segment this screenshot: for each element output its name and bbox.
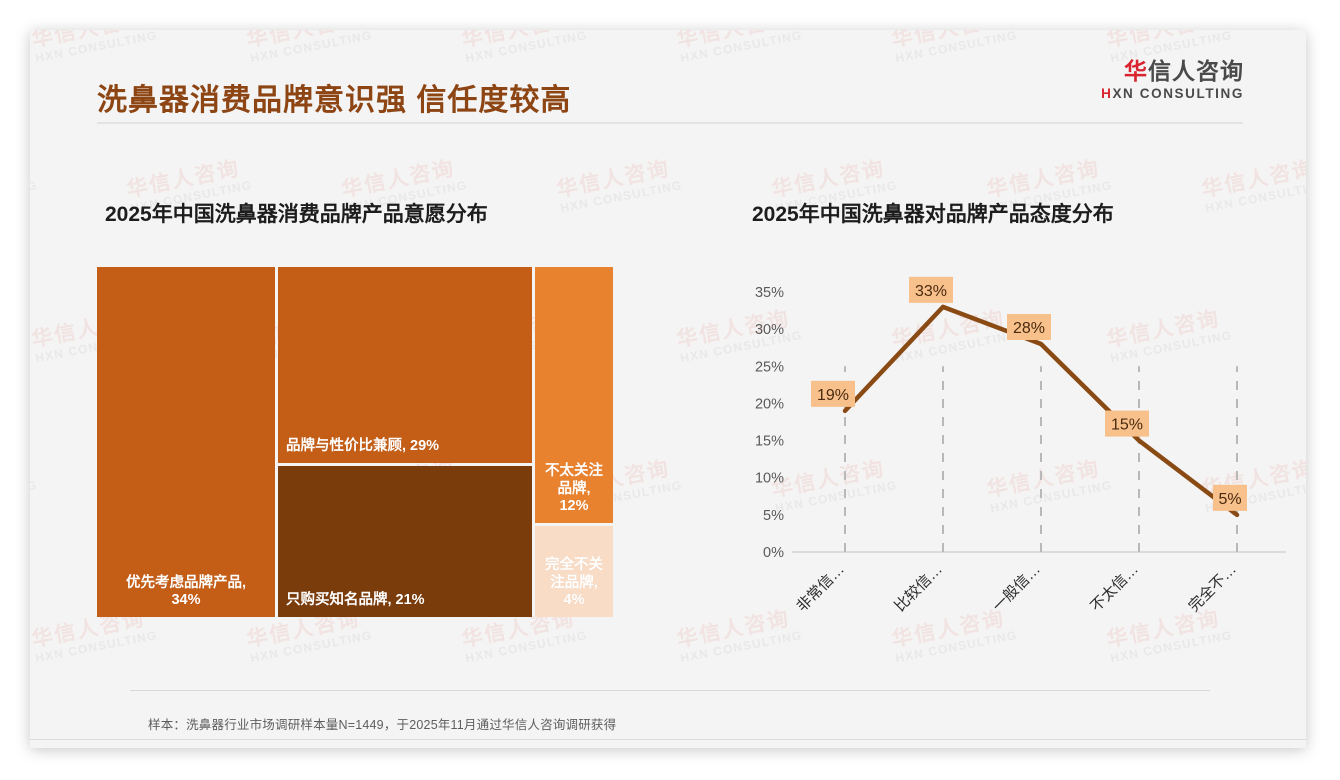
treemap-chart: 优先考虑品牌产品, 34% 品牌与性价比兼顾, 29% 只购买知名品牌, 21% 不太关… [97,267,613,617]
footer-divider [30,739,1306,740]
y-axis-tick-label: 30% [755,322,784,338]
data-point-label: 15% [1111,417,1143,434]
watermark-english: HXN CONSULTING [30,477,39,515]
treemap-column: 品牌与性价比兼顾, 29% 只购买知名品牌, 21% [278,267,532,617]
data-point-label: 19% [817,387,849,404]
y-axis-tick-label: 35% [755,285,784,301]
footnote-divider [130,690,1210,691]
treemap-cell-label: 不太关注品牌, [545,462,603,497]
watermark-english: HXN CONSULTING [249,627,374,666]
watermark-chinese: 华信人咨询 [339,157,458,202]
x-axis-category-label: 比较信… [891,560,946,615]
treemap-cell[interactable]: 优先考虑品牌产品, 34% [97,267,275,617]
logo-english: HXN CONSULTING [1101,86,1244,101]
logo-chinese: 华信人咨询 [1101,58,1244,84]
treemap-cell-label: 优先考虑品牌产品, [125,574,247,591]
y-axis-tick-label: 20% [755,396,784,412]
page-title: 洗鼻器消费品牌意识强 信任度较高 [97,84,572,117]
right-chart-title: 2025年中国洗鼻器对品牌产品态度分布 [752,203,1114,226]
treemap-cell-label: 只购买知名品牌, 21% [286,592,425,609]
watermark-english: HXN CONSULTING [34,627,159,666]
x-axis-category-label: 一般信… [989,561,1043,615]
data-label-background [909,276,953,303]
logo-chinese-rest: 信人咨询 [1148,58,1244,84]
treemap-cell-value: 12% [559,498,589,515]
sample-footnote: 样本：洗鼻器行业市场调研样本量N=1449，于2025年11月通过华信人咨询调研… [148,718,617,732]
data-series-line[interactable] [842,304,1240,518]
treemap-column: 优先考虑品牌产品, 34% [97,267,275,617]
data-label-background [1213,484,1247,511]
watermark-chinese: 华信人咨询 [30,456,36,501]
watermark-chinese: 华信人咨询 [30,156,36,201]
line-chart: 0% 5% 10% 15% 20% 25% 30% 35% 19% 33% 28% 15% 5% 非常信…… [730,270,1306,670]
y-axis-tick-label: 10% [755,471,784,487]
treemap-cell-label: 完全不关注品牌, 4% [545,556,603,609]
x-axis-category-label: 非常信… [793,561,847,615]
slide-header: 洗鼻器消费品牌意识强 信任度较高 华信人咨询 HXN CONSULTING [30,30,1306,124]
treemap-cell-value: 34% [171,592,201,609]
data-point-label: 28% [1013,320,1045,337]
logo-chinese-highlight: 华 [1124,58,1148,84]
line-chart-svg: 0% 5% 10% 15% 20% 25% 30% 35% 19% 33% 28% 15% 5% 非常信…… [755,276,1286,615]
watermark-english: HXN CONSULTING [1204,177,1306,216]
watermark-english: HXN CONSULTING [464,627,589,666]
data-label-background [1105,410,1149,437]
x-axis-category-label: 完全不… [1185,560,1240,615]
watermark-chinese: 华信人咨询 [124,157,243,202]
y-axis-tick-label: 0% [763,545,784,561]
y-axis-tick-label: 5% [763,508,784,524]
y-axis-tick-label: 15% [755,434,784,450]
treemap-cell-label: 品牌与性价比兼顾, 29% [286,438,440,455]
treemap-cell[interactable]: 完全不关注品牌, 4% [535,526,613,617]
treemap-cell[interactable]: 品牌与性价比兼顾, 29% [278,267,532,463]
watermark-english: HXN CONSULTING [30,177,39,215]
watermark-chinese: 华信人咨询 [554,157,673,202]
treemap-cell[interactable]: 不太关注品牌, 12% [535,267,613,523]
y-axis-tick-label: 25% [755,359,784,375]
watermark-chinese: 华信人咨询 [769,157,888,202]
watermark-chinese: 华信人咨询 [984,157,1103,202]
data-label-background [1007,314,1051,340]
data-point-label: 5% [1218,491,1241,508]
left-chart-title: 2025年中国洗鼻器消费品牌产品意愿分布 [105,203,488,226]
header-divider [97,122,1243,124]
brand-logo: 华信人咨询 HXN CONSULTING [1101,58,1244,101]
logo-english-highlight: H [1101,86,1113,102]
watermark-english: HXN CONSULTING [559,177,684,216]
treemap-column: 不太关注品牌, 12% 完全不关注品牌, 4% [535,267,613,617]
logo-english-rest: XN CONSULTING [1112,86,1244,102]
data-label-background [811,380,855,407]
watermark-chinese: 华信人咨询 [1199,157,1306,202]
x-axis-category-label: 不太信… [1087,561,1141,615]
data-point-label: 33% [915,283,947,300]
treemap-cell[interactable]: 只购买知名品牌, 21% [278,466,532,617]
